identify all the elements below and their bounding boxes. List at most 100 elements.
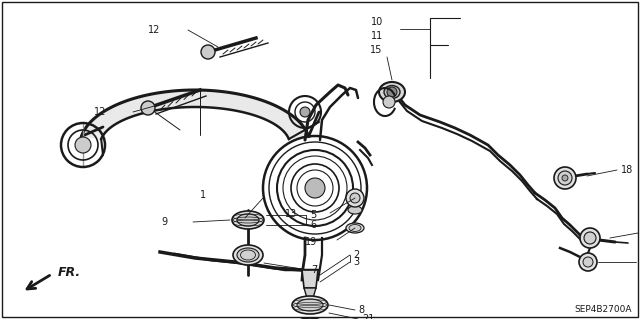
Circle shape	[300, 107, 310, 117]
Circle shape	[554, 167, 576, 189]
Polygon shape	[140, 96, 152, 112]
Polygon shape	[129, 99, 143, 114]
Text: 10: 10	[371, 17, 383, 27]
Polygon shape	[148, 94, 159, 110]
Polygon shape	[109, 107, 126, 120]
Circle shape	[583, 257, 593, 267]
Text: 3: 3	[353, 257, 359, 267]
Polygon shape	[286, 129, 306, 135]
Polygon shape	[266, 108, 283, 121]
Polygon shape	[193, 90, 196, 107]
Polygon shape	[84, 129, 104, 135]
Ellipse shape	[348, 206, 362, 214]
Polygon shape	[287, 130, 307, 136]
Polygon shape	[196, 90, 200, 107]
Polygon shape	[114, 105, 130, 118]
Circle shape	[580, 228, 600, 248]
Text: 7: 7	[311, 265, 317, 275]
Polygon shape	[180, 90, 186, 107]
Ellipse shape	[292, 296, 328, 314]
Polygon shape	[252, 101, 266, 115]
Polygon shape	[94, 117, 113, 127]
Polygon shape	[155, 93, 164, 109]
Polygon shape	[96, 116, 115, 126]
Polygon shape	[126, 100, 140, 115]
Polygon shape	[285, 127, 305, 134]
Polygon shape	[260, 105, 276, 118]
Ellipse shape	[237, 214, 259, 226]
Polygon shape	[105, 110, 122, 121]
Polygon shape	[302, 270, 318, 288]
Polygon shape	[146, 95, 157, 111]
Text: 9: 9	[162, 217, 168, 227]
Polygon shape	[250, 100, 264, 115]
Polygon shape	[131, 98, 145, 113]
Polygon shape	[177, 91, 183, 108]
Polygon shape	[282, 123, 301, 131]
Polygon shape	[116, 104, 132, 117]
Polygon shape	[103, 111, 120, 122]
Text: 2: 2	[353, 250, 359, 260]
Polygon shape	[223, 93, 232, 109]
Polygon shape	[90, 122, 109, 130]
Polygon shape	[101, 112, 119, 123]
Ellipse shape	[384, 85, 400, 99]
Text: FR.: FR.	[58, 266, 81, 279]
Text: 12: 12	[148, 25, 160, 35]
Text: 5: 5	[310, 210, 316, 220]
Polygon shape	[167, 91, 175, 108]
Polygon shape	[81, 135, 102, 139]
Polygon shape	[202, 90, 207, 107]
Polygon shape	[245, 98, 259, 113]
Polygon shape	[273, 113, 291, 124]
Circle shape	[141, 101, 155, 115]
Circle shape	[558, 171, 572, 185]
Polygon shape	[143, 95, 154, 111]
Polygon shape	[233, 95, 244, 111]
Circle shape	[383, 96, 395, 108]
Ellipse shape	[232, 211, 264, 229]
Polygon shape	[164, 92, 172, 108]
Polygon shape	[264, 107, 281, 120]
Polygon shape	[152, 93, 162, 110]
Text: 21: 21	[362, 314, 374, 319]
Polygon shape	[258, 104, 274, 117]
Polygon shape	[304, 288, 316, 298]
Text: 1: 1	[200, 190, 206, 200]
Polygon shape	[88, 123, 108, 131]
Circle shape	[350, 193, 360, 203]
Polygon shape	[99, 113, 117, 124]
Polygon shape	[276, 116, 294, 126]
Polygon shape	[118, 103, 134, 117]
Circle shape	[579, 253, 597, 271]
Polygon shape	[190, 90, 194, 107]
Polygon shape	[271, 112, 289, 123]
Ellipse shape	[346, 223, 364, 233]
Polygon shape	[236, 95, 247, 111]
Text: 19: 19	[305, 237, 317, 247]
Polygon shape	[241, 97, 253, 112]
Polygon shape	[231, 94, 241, 110]
Ellipse shape	[237, 248, 259, 262]
Ellipse shape	[349, 225, 361, 232]
Ellipse shape	[379, 82, 405, 102]
Polygon shape	[278, 119, 298, 128]
Polygon shape	[226, 93, 235, 109]
Polygon shape	[207, 91, 213, 108]
Circle shape	[305, 178, 325, 198]
Text: 11: 11	[371, 31, 383, 41]
Polygon shape	[212, 91, 220, 108]
Ellipse shape	[293, 318, 327, 319]
Polygon shape	[107, 108, 124, 121]
Text: 6: 6	[310, 220, 316, 230]
Text: 13: 13	[285, 209, 297, 219]
Circle shape	[75, 137, 91, 153]
Ellipse shape	[297, 299, 323, 311]
Polygon shape	[93, 119, 111, 128]
Polygon shape	[82, 133, 102, 138]
Polygon shape	[288, 133, 308, 138]
Polygon shape	[243, 98, 256, 113]
Polygon shape	[184, 90, 188, 107]
Polygon shape	[174, 91, 180, 108]
Text: 18: 18	[621, 165, 633, 175]
